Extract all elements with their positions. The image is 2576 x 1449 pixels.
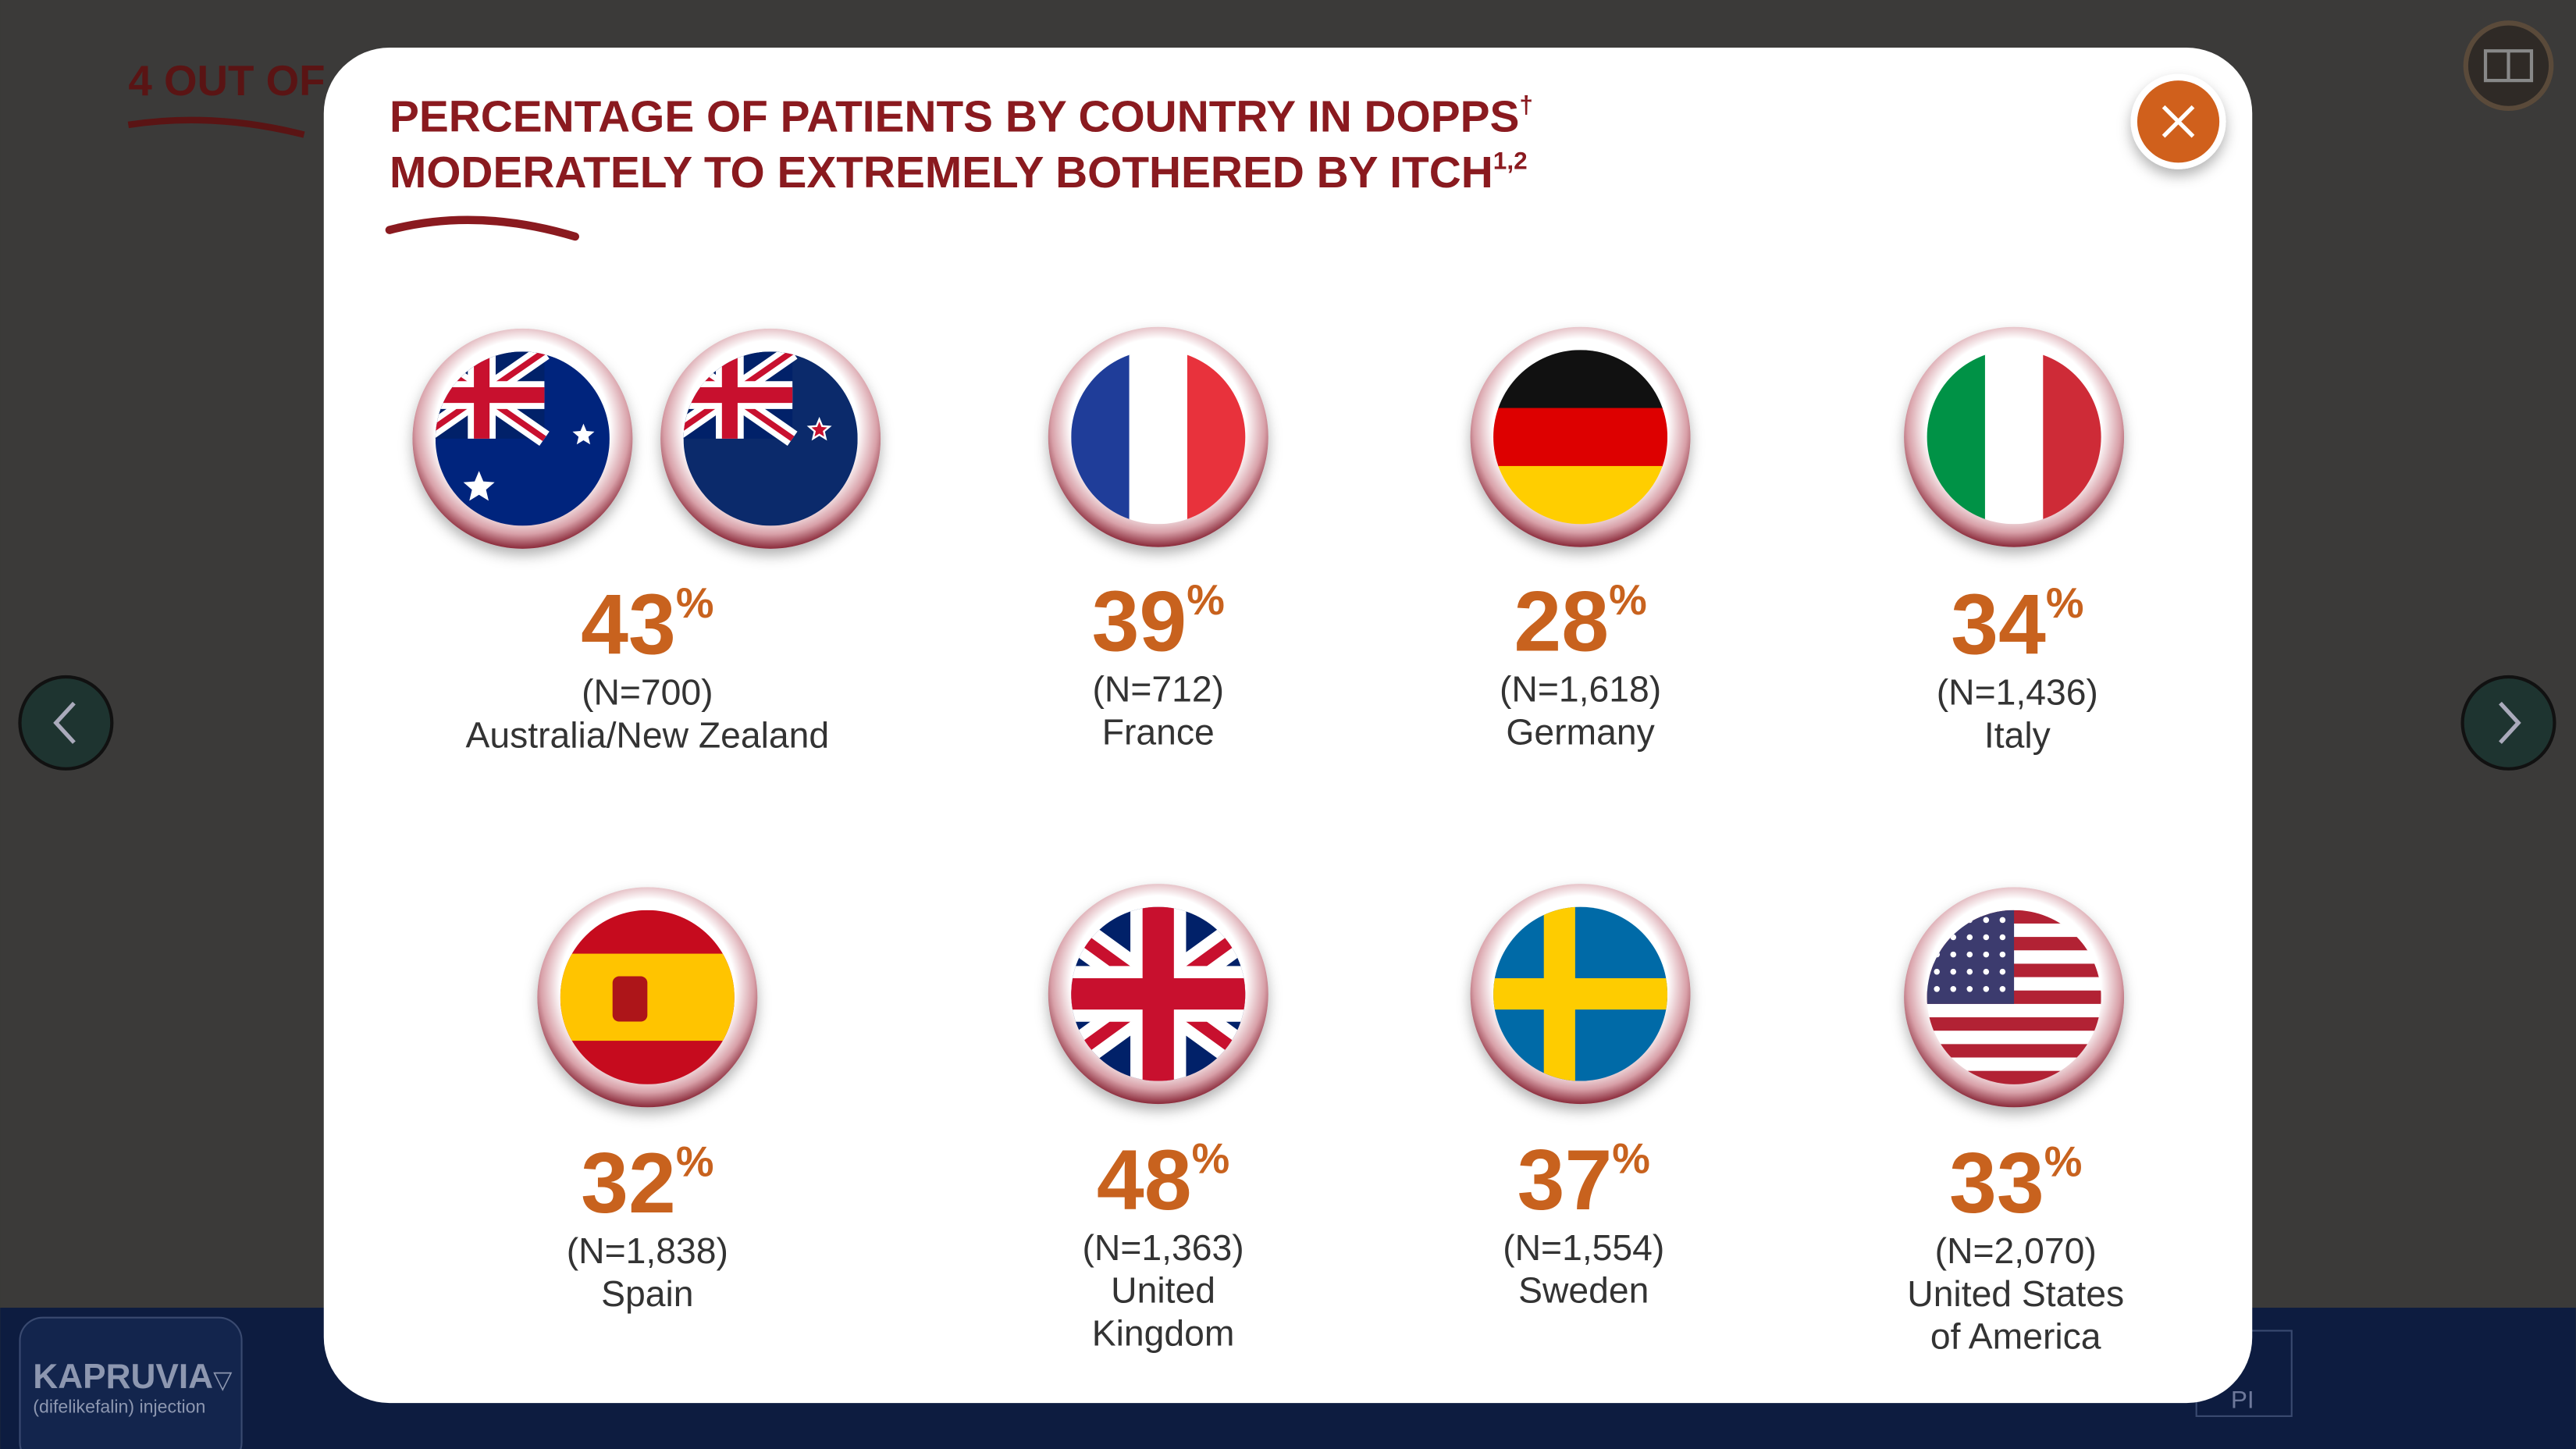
country-name: Kingdom bbox=[1092, 1312, 1235, 1353]
percent-value: 43 bbox=[581, 578, 676, 673]
percent: 33% bbox=[1949, 1136, 2082, 1231]
percent: 37% bbox=[1517, 1133, 1650, 1228]
percent-value: 33 bbox=[1949, 1136, 2044, 1231]
percent-unit: % bbox=[1609, 575, 1647, 624]
brand-subtitle: (difelikefalin) injection bbox=[33, 1397, 205, 1417]
title-underline bbox=[385, 215, 579, 241]
percent-value: 32 bbox=[581, 1136, 676, 1231]
percent: 28% bbox=[1514, 574, 1646, 669]
percent: 34% bbox=[1951, 578, 2083, 673]
title-line: MODERATELY TO EXTREMELY BOTHERED BY ITCH… bbox=[390, 147, 1528, 198]
title-line: PERCENTAGE OF PATIENTS BY COUNTRY IN DOP… bbox=[390, 91, 1533, 141]
sample-size: (N=1,838) bbox=[567, 1230, 728, 1271]
percent-unit: % bbox=[1192, 1134, 1230, 1182]
sample-size: (N=700) bbox=[582, 672, 713, 713]
country-name: of America bbox=[1930, 1316, 2101, 1357]
sample-size: (N=712) bbox=[1093, 669, 1224, 710]
country-name: Sweden bbox=[1518, 1270, 1649, 1311]
country-name: Germany bbox=[1506, 711, 1655, 752]
bg-underline bbox=[127, 116, 305, 138]
bg-heading: 4 OUT OF bbox=[128, 56, 325, 105]
percent-unit: % bbox=[1187, 575, 1225, 624]
percent: 48% bbox=[1097, 1133, 1229, 1228]
country-name: United States bbox=[1907, 1273, 2124, 1314]
nav-prev[interactable] bbox=[18, 675, 114, 771]
brand-box[interactable] bbox=[19, 1316, 243, 1449]
percent-value: 37 bbox=[1517, 1133, 1613, 1228]
country-name: France bbox=[1102, 711, 1215, 752]
sample-size: (N=1,618) bbox=[1500, 669, 1661, 710]
percent-unit: % bbox=[1612, 1134, 1650, 1182]
nav-next[interactable] bbox=[2460, 675, 2556, 771]
percent-unit: % bbox=[2044, 1137, 2083, 1186]
country-name: Australia/New Zealand bbox=[466, 714, 830, 755]
country-name: Spain bbox=[601, 1273, 693, 1314]
close-button[interactable] bbox=[2130, 73, 2226, 169]
percent-unit: % bbox=[676, 1137, 714, 1186]
brand: KAPRUVIA▽ bbox=[33, 1358, 233, 1396]
flag bbox=[1927, 910, 2101, 1084]
sample-size: (N=1,363) bbox=[1083, 1227, 1244, 1268]
flag bbox=[560, 910, 735, 1084]
percent-value: 48 bbox=[1097, 1133, 1192, 1228]
country-name: United bbox=[1111, 1270, 1215, 1311]
flag bbox=[1927, 350, 2101, 525]
flag bbox=[435, 351, 610, 526]
flag bbox=[1071, 350, 1246, 525]
percent: 43% bbox=[581, 578, 713, 673]
country-name: Italy bbox=[1984, 714, 2051, 755]
book-button[interactable] bbox=[2463, 20, 2554, 112]
percent-value: 28 bbox=[1514, 574, 1609, 669]
pi-label: PI bbox=[2231, 1385, 2254, 1413]
percent-unit: % bbox=[2046, 579, 2084, 627]
sample-size: (N=1,436) bbox=[1937, 672, 2098, 713]
percent-unit: % bbox=[676, 579, 714, 627]
percent-value: 39 bbox=[1092, 574, 1187, 669]
flag bbox=[1493, 906, 1668, 1081]
flag bbox=[1493, 350, 1668, 525]
sample-size: (N=2,070) bbox=[1935, 1230, 2097, 1271]
percent: 39% bbox=[1092, 574, 1225, 669]
percent-value: 34 bbox=[1951, 578, 2046, 673]
percent: 32% bbox=[581, 1136, 713, 1231]
sample-size: (N=1,554) bbox=[1503, 1227, 1664, 1268]
